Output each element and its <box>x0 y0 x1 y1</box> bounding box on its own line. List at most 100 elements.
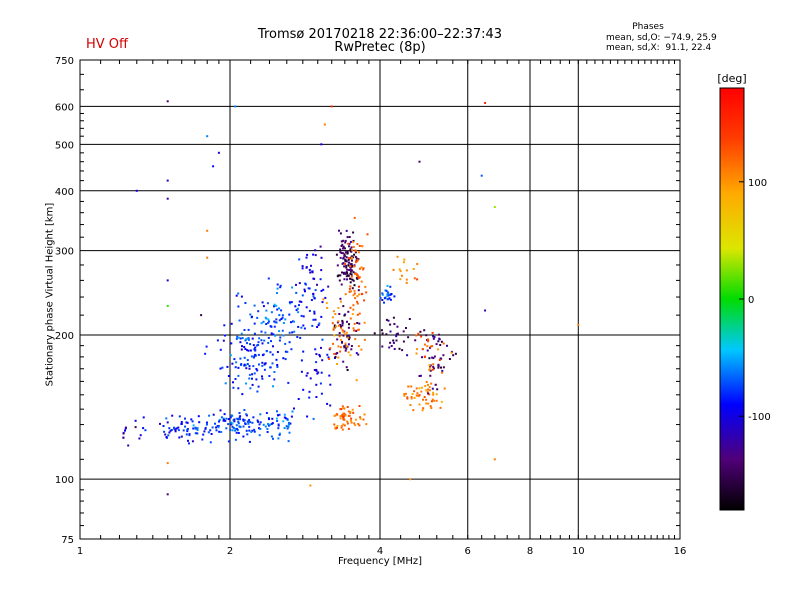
echo-point <box>281 316 284 319</box>
echo-point <box>170 429 173 431</box>
echo-point <box>346 250 349 253</box>
echo-point <box>340 245 343 247</box>
echo-point <box>235 431 238 434</box>
echo-point <box>284 318 287 321</box>
echo-point <box>337 306 340 309</box>
echo-point <box>358 312 361 315</box>
echo-point <box>204 426 207 429</box>
echo-point <box>389 293 392 296</box>
echo-point <box>294 305 297 308</box>
echo-point <box>251 429 254 432</box>
echo-point <box>423 355 426 358</box>
phases-title: Phases <box>632 22 664 32</box>
echo-point <box>349 240 352 243</box>
echo-point <box>344 251 347 254</box>
echo-point <box>342 331 345 334</box>
echo-point <box>405 392 407 395</box>
echo-point <box>337 345 340 348</box>
echo-point <box>310 299 313 301</box>
echo-point <box>352 294 355 297</box>
echo-point <box>234 378 237 380</box>
echo-point <box>227 423 230 426</box>
echo-point <box>348 287 351 290</box>
echo-point <box>177 426 180 429</box>
echo-point <box>229 354 232 357</box>
echo-point <box>350 246 353 249</box>
echo-point <box>346 236 349 239</box>
echo-point <box>448 358 451 360</box>
echo-point <box>319 382 322 385</box>
echo-point <box>258 337 261 340</box>
echo-point <box>413 390 416 393</box>
echo-point <box>427 392 430 395</box>
echo-point <box>333 324 336 327</box>
echo-point <box>347 242 350 245</box>
echo-point <box>336 338 339 341</box>
echo-point <box>435 399 438 402</box>
echo-point <box>232 419 235 422</box>
echo-point <box>269 366 272 369</box>
echo-point <box>282 420 285 423</box>
echo-point <box>322 288 325 291</box>
echo-point <box>198 421 201 424</box>
echo-point <box>138 437 141 440</box>
echo-point <box>360 266 363 269</box>
echo-point <box>428 386 431 389</box>
echo-point <box>419 374 422 377</box>
echo-point <box>203 430 206 433</box>
echo-point <box>410 385 413 388</box>
echo-point <box>142 416 145 419</box>
echo-point <box>418 394 421 397</box>
echo-point <box>406 396 409 399</box>
echo-point <box>218 420 220 423</box>
echo-point <box>319 245 322 248</box>
echo-point <box>251 315 253 318</box>
echo-point <box>440 366 442 369</box>
echo-point <box>427 383 429 386</box>
echo-point <box>389 285 392 288</box>
echo-point <box>224 419 227 422</box>
echo-point <box>293 407 295 410</box>
echo-point <box>329 404 332 407</box>
echo-point <box>411 393 414 395</box>
echo-point <box>356 274 359 277</box>
echo-point <box>166 304 169 307</box>
echo-point <box>344 414 347 417</box>
echo-point <box>424 343 426 346</box>
echo-point <box>354 272 356 275</box>
echo-point <box>251 383 254 386</box>
echo-point <box>340 283 343 286</box>
echo-point <box>276 351 279 353</box>
echo-point <box>255 368 258 370</box>
x-tick-label: 2 <box>227 546 233 557</box>
echo-point <box>329 347 332 350</box>
echo-point <box>349 281 352 284</box>
echo-point <box>261 377 264 380</box>
echo-point <box>273 304 276 307</box>
echo-point <box>261 361 264 364</box>
echo-point <box>392 339 395 342</box>
echo-point <box>246 337 249 340</box>
echo-point <box>353 216 356 219</box>
echo-point <box>437 364 440 367</box>
echo-point <box>256 369 259 372</box>
echo-point <box>327 356 330 359</box>
echo-point <box>386 294 389 297</box>
echo-point <box>284 417 287 420</box>
echo-point <box>334 355 337 358</box>
echo-point <box>260 330 263 333</box>
echo-point <box>266 431 269 433</box>
echo-point <box>418 387 421 390</box>
echo-point <box>385 289 388 292</box>
echo-point <box>168 427 171 430</box>
echo-point <box>357 345 360 348</box>
echo-point <box>313 312 316 315</box>
echo-point <box>280 309 283 312</box>
echo-point <box>342 247 344 250</box>
y-tick-label: 600 <box>55 102 74 113</box>
echo-point <box>428 357 431 360</box>
echo-point <box>238 319 241 322</box>
echo-point <box>344 239 347 242</box>
echo-point <box>314 289 317 292</box>
echo-point <box>356 258 359 261</box>
